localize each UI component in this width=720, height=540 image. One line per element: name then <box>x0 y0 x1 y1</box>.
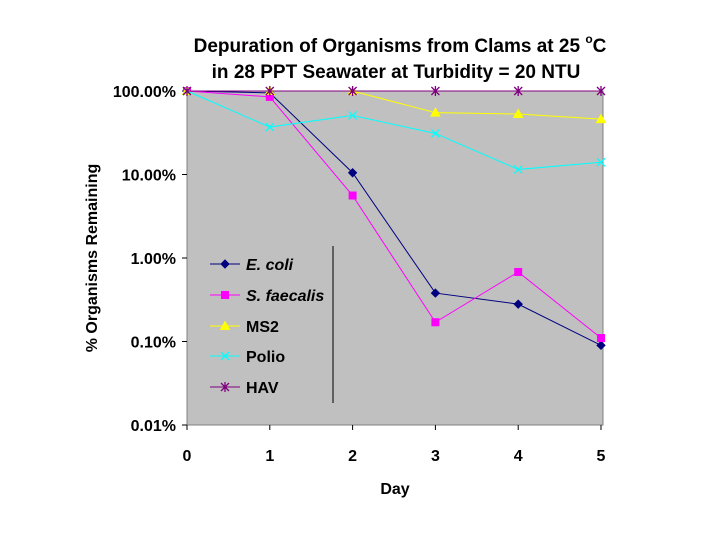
series-hav <box>182 86 606 96</box>
legend-marker-polio <box>220 351 230 361</box>
y-tick-label: 1.00% <box>131 251 176 268</box>
data-point-polio <box>513 164 523 174</box>
y-axis-label: % Organisms Remaining <box>84 164 101 353</box>
legend: E. coli S. faecalis MS2 Polio HAV <box>210 257 324 397</box>
y-tick-label: 0.01% <box>131 418 176 435</box>
x-axis: 0 1 2 3 4 5 <box>183 425 606 465</box>
legend-label: S. faecalis <box>246 288 324 305</box>
data-point-e-coli <box>596 340 606 351</box>
chart-title-line2: in 28 PPT Seawater at Turbidity = 20 NTU <box>212 62 581 83</box>
y-tick-label: 0.10% <box>131 335 176 352</box>
data-point-e-coli <box>430 288 441 298</box>
data-point-ms2 <box>595 113 607 124</box>
legend-item-e-coli: E. coli <box>210 257 294 274</box>
legend-label: Polio <box>246 349 285 366</box>
data-point-polio <box>348 110 358 120</box>
data-point-ms2 <box>512 108 524 119</box>
data-point-hav <box>348 86 358 96</box>
data-point-e-coli <box>513 299 523 309</box>
x-axis-label: Day <box>380 481 409 498</box>
x-tick-label: 5 <box>597 448 606 465</box>
data-point-s-faecalis <box>431 318 440 327</box>
legend-marker-ms2 <box>219 320 231 330</box>
data-point-s-faecalis <box>597 334 605 343</box>
data-point-e-coli <box>347 168 358 178</box>
chart-title-line1: Depuration of Organisms from Clams at 25… <box>194 32 607 57</box>
legend-marker-hav <box>220 382 230 392</box>
legend-item-ms2: MS2 <box>210 319 279 336</box>
data-point-hav <box>182 86 192 96</box>
legend-item-s-faecalis: S. faecalis <box>210 288 324 305</box>
y-tick-label: 10.00% <box>122 168 176 185</box>
x-tick-label: 1 <box>265 448 274 465</box>
series-line-s-faecalis <box>186 90 602 339</box>
data-point-hav <box>265 86 275 96</box>
legend-marker-e-coli <box>220 259 230 269</box>
x-tick-label: 4 <box>514 448 523 465</box>
chart-title-text: Depuration of Organisms from Clams at 25 <box>194 36 586 57</box>
series-polio <box>182 86 606 174</box>
data-point-ms2 <box>430 107 441 117</box>
x-tick-label: 2 <box>348 448 357 465</box>
legend-label: HAV <box>246 380 279 397</box>
data-point-s-faecalis <box>348 191 357 200</box>
data-point-polio <box>596 157 606 167</box>
series-line-polio <box>186 90 602 170</box>
y-tick-label: 100.00% <box>113 84 176 101</box>
data-point-hav <box>596 86 606 96</box>
data-point-polio <box>430 129 440 138</box>
data-point-hav <box>430 86 440 96</box>
data-point-s-faecalis <box>514 267 523 276</box>
series-layer <box>181 85 607 351</box>
legend-label: E. coli <box>246 257 294 274</box>
series-line-e-coli <box>186 90 602 346</box>
legend-marker-s-faecalis <box>221 291 229 299</box>
chart-title-unit: C <box>593 36 607 57</box>
legend-item-polio: Polio <box>210 349 285 366</box>
legend-item-hav: HAV <box>210 380 279 397</box>
legend-label: MS2 <box>246 319 279 336</box>
plot-area <box>186 90 604 426</box>
data-point-polio <box>265 122 275 132</box>
data-point-hav <box>513 86 523 96</box>
x-tick-label: 3 <box>431 448 440 465</box>
y-axis: 100.00% 10.00% 1.00% 0.10% 0.01% <box>113 84 187 435</box>
x-tick-label: 0 <box>183 448 192 465</box>
chart-title-degree: o <box>585 32 592 46</box>
